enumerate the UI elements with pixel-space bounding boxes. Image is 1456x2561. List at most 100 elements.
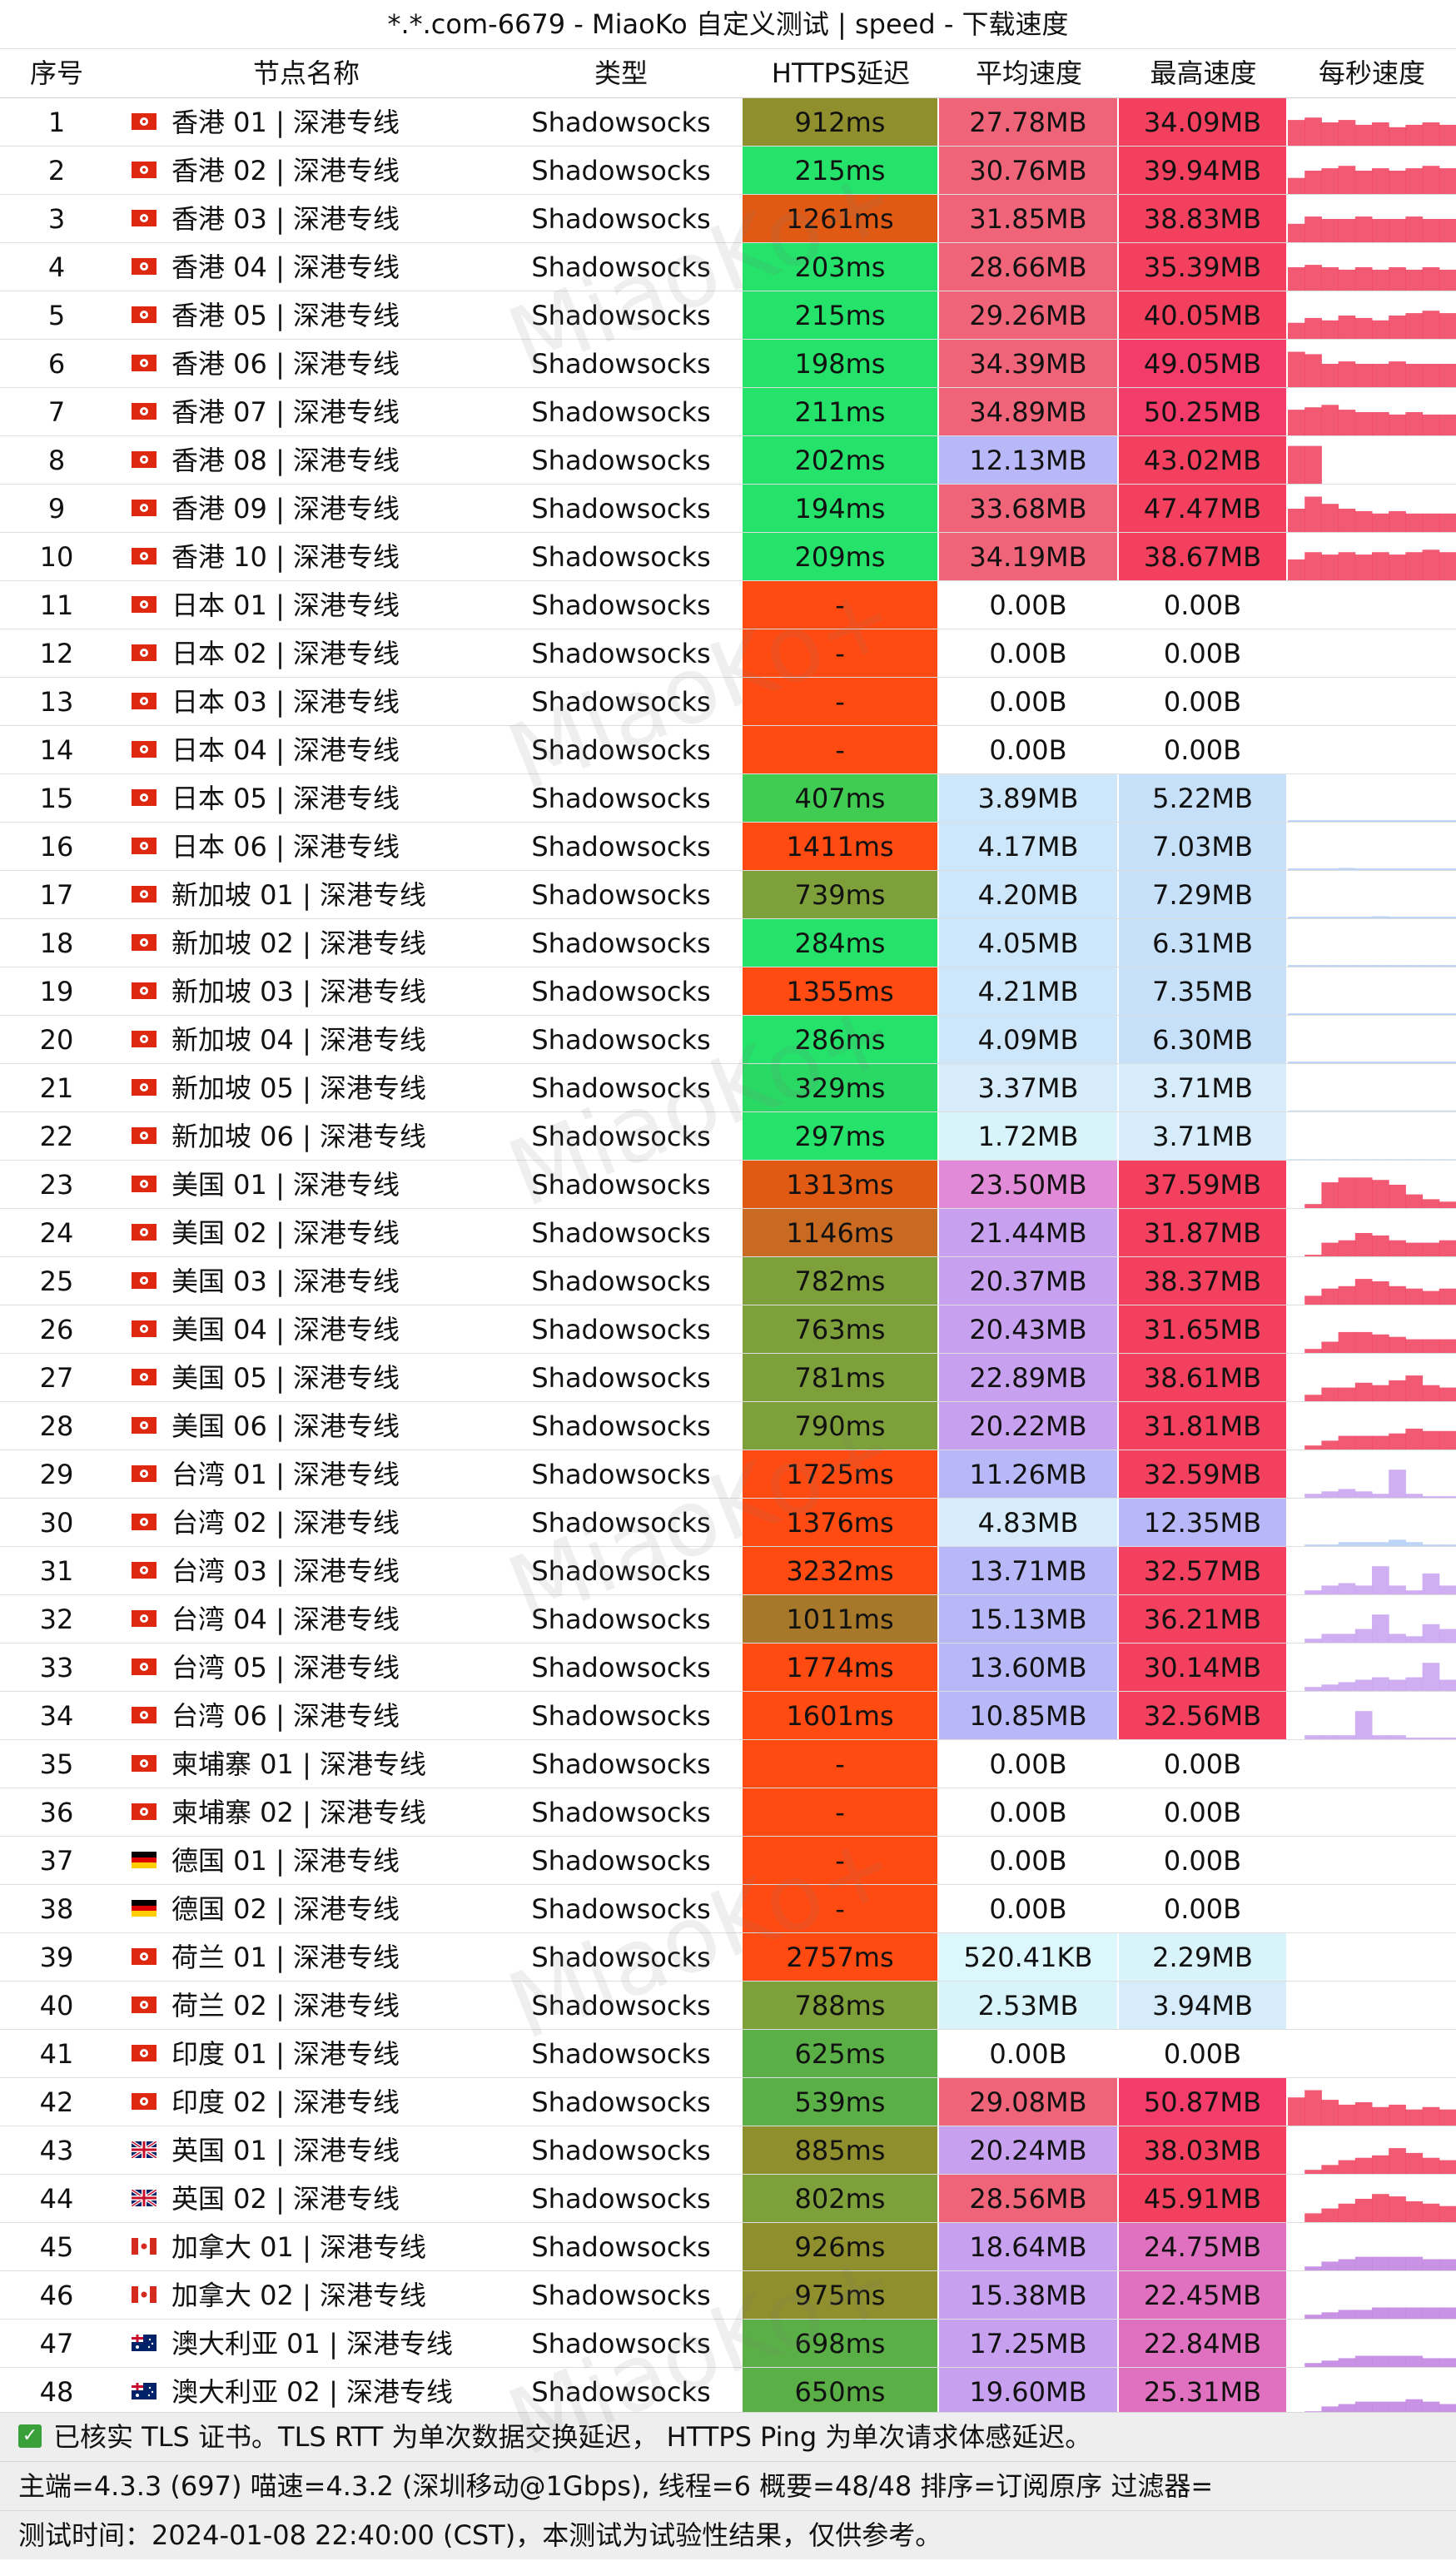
- node-type: Shadowsocks: [531, 348, 711, 380]
- table-row[interactable]: 4 香港 04 | 深港专线 Shadowsocks 203ms 28.66MB 35.3…: [0, 243, 1456, 291]
- table-row[interactable]: 2 香港 02 | 深港专线 Shadowsocks 215ms 30.76MB 39.9…: [0, 147, 1456, 195]
- max-speed: 49.05MB: [1119, 340, 1288, 387]
- speed-bar: [1422, 311, 1440, 339]
- speed-bar: [1372, 1677, 1389, 1691]
- table-row[interactable]: 34 台湾 06 | 深港专线 Shadowsocks 1601ms 10.85MB 32…: [0, 1692, 1456, 1740]
- per-second-speed-chart: [1288, 678, 1456, 725]
- speed-bar: [1389, 1585, 1406, 1594]
- https-latency: 203ms: [743, 243, 939, 291]
- table-row[interactable]: 1 香港 01 | 深港专线 Shadowsocks 912ms 27.78MB 34.0…: [0, 98, 1456, 147]
- speed-bar: [1354, 1629, 1373, 1643]
- speed-bar: [1321, 1735, 1339, 1739]
- column-header-type[interactable]: 类型: [594, 57, 648, 89]
- table-row[interactable]: 12 日本 02 | 深港专线 Shadowsocks -0.00B 0.00B: [0, 629, 1456, 678]
- node-name: 台湾 02 | 深港专线: [171, 1507, 400, 1539]
- speed-bar: [1439, 414, 1456, 435]
- table-row[interactable]: 30 台湾 02 | 深港专线 Shadowsocks 1376ms 4.83MB 12.…: [0, 1499, 1456, 1547]
- table-row[interactable]: 28 美国 06 | 深港专线 Shadowsocks 790ms 20.22MB 31.…: [0, 1402, 1456, 1450]
- report-footer: ✓ 已核实 TLS 证书。TLS RTT 为单次数据交换延迟， HTTPS Pin…: [0, 2412, 1456, 2559]
- avg-speed: 28.66MB: [939, 243, 1119, 291]
- table-row[interactable]: 32 台湾 04 | 深港专线 Shadowsocks 1011ms 15.13MB 36…: [0, 1595, 1456, 1644]
- speed-bar: [1338, 1542, 1356, 1546]
- flag-icon: [132, 2045, 157, 2061]
- column-header-node-name[interactable]: 节点名称: [252, 57, 360, 89]
- table-row[interactable]: 26 美国 04 | 深港专线 Shadowsocks 763ms 20.43MB 31.…: [0, 1305, 1456, 1354]
- node-name-cell: 日本 02 | 深港专线: [113, 629, 499, 677]
- table-row[interactable]: 40 荷兰 02 | 深港专线 Shadowsocks 788ms 2.53MB 3.94…: [0, 1982, 1456, 2030]
- max-speed: 2.29MB: [1119, 1933, 1288, 1981]
- table-row[interactable]: 21 新加坡 05 | 深港专线 Shadowsocks 329ms 3.37MB 3.7…: [0, 1064, 1456, 1112]
- table-row[interactable]: 10 香港 10 | 深港专线 Shadowsocks 209ms 34.19MB 38.…: [0, 533, 1456, 581]
- table-row[interactable]: 22 新加坡 06 | 深港专线 Shadowsocks 297ms 1.72MB 3.7…: [0, 1112, 1456, 1161]
- table-row[interactable]: 14 日本 04 | 深港专线 Shadowsocks -0.00B 0.00B: [0, 726, 1456, 774]
- table-row[interactable]: 16 日本 06 | 深港专线 Shadowsocks 1411ms 4.17MB 7.0…: [0, 823, 1456, 871]
- table-row[interactable]: 43 英国 01 | 深港专线 Shadowsocks 885ms 20.24MB 38.…: [0, 2126, 1456, 2175]
- table-row[interactable]: 23 美国 01 | 深港专线 Shadowsocks 1313ms 23.50MB 37…: [0, 1161, 1456, 1209]
- column-header-avg-speed[interactable]: 平均速度: [975, 57, 1082, 89]
- table-row[interactable]: 41 印度 01 | 深港专线 Shadowsocks 625ms 0.00B 0.00B: [0, 2030, 1456, 2078]
- row-index: 19: [39, 976, 74, 1007]
- max-speed: 7.35MB: [1119, 967, 1288, 1015]
- table-row[interactable]: 42 印度 02 | 深港专线 Shadowsocks 539ms 29.08MB 50.…: [0, 2078, 1456, 2126]
- speed-bar: [1338, 1331, 1356, 1353]
- table-row[interactable]: 20 新加坡 04 | 深港专线 Shadowsocks 286ms 4.09MB 6.3…: [0, 1016, 1456, 1064]
- avg-speed: 31.85MB: [939, 195, 1119, 242]
- table-row[interactable]: 5 香港 05 | 深港专线 Shadowsocks 215ms 29.26MB 40.0…: [0, 291, 1456, 340]
- table-row[interactable]: 37 德国 01 | 深港专线 Shadowsocks -0.00B 0.00B: [0, 1837, 1456, 1885]
- node-name: 日本 06 | 深港专线: [171, 831, 400, 863]
- table-row[interactable]: 47 澳大利亚 01 | 深港专线 Shadowsocks 698ms 17.25MB 2…: [0, 2320, 1456, 2368]
- avg-speed: 0.00B: [939, 581, 1119, 629]
- per-second-speed-chart: [1288, 581, 1456, 629]
- table-row[interactable]: 33 台湾 05 | 深港专线 Shadowsocks 1774ms 13.60MB 30…: [0, 1644, 1456, 1692]
- column-header-https-latency[interactable]: HTTPS延迟: [771, 57, 911, 89]
- table-row[interactable]: 8 香港 08 | 深港专线 Shadowsocks 202ms 12.13MB 43.0…: [0, 436, 1456, 485]
- table-row[interactable]: 18 新加坡 02 | 深港专线 Shadowsocks 284ms 4.05MB 6.3…: [0, 919, 1456, 967]
- table-row[interactable]: 7 香港 07 | 深港专线 Shadowsocks 211ms 34.89MB 50.2…: [0, 388, 1456, 436]
- table-row[interactable]: 25 美国 03 | 深港专线 Shadowsocks 782ms 20.37MB 38.…: [0, 1257, 1456, 1305]
- table-row[interactable]: 29 台湾 01 | 深港专线 Shadowsocks 1725ms 11.26MB 32…: [0, 1450, 1456, 1499]
- table-row[interactable]: 24 美国 02 | 深港专线 Shadowsocks 1146ms 21.44MB 31…: [0, 1209, 1456, 1257]
- table-row[interactable]: 6 香港 06 | 深港专线 Shadowsocks 198ms 34.39MB 49.0…: [0, 340, 1456, 388]
- speed-bar: [1304, 407, 1322, 435]
- flag-icon: [132, 403, 157, 420]
- speed-bar: [1422, 1624, 1440, 1643]
- table-row[interactable]: 13 日本 03 | 深港专线 Shadowsocks -0.00B 0.00B: [0, 678, 1456, 726]
- table-row[interactable]: 35 柬埔寨 01 | 深港专线 Shadowsocks -0.00B 0.00B: [0, 1740, 1456, 1788]
- speed-bar: [1338, 410, 1356, 435]
- speed-bar: [1439, 124, 1456, 146]
- speed-bar: [1422, 1290, 1440, 1305]
- node-type: Shadowsocks: [531, 251, 711, 283]
- speed-bar: [1405, 820, 1424, 822]
- table-row[interactable]: 46 加拿大 02 | 深港专线 Shadowsocks 975ms 15.38MB 22…: [0, 2271, 1456, 2320]
- table-row[interactable]: 3 香港 03 | 深港专线 Shadowsocks 1261ms 31.85MB 38.…: [0, 195, 1456, 243]
- table-row[interactable]: 19 新加坡 03 | 深港专线 Shadowsocks 1355ms 4.21MB 7.…: [0, 967, 1456, 1016]
- column-header-max-speed[interactable]: 最高速度: [1150, 57, 1257, 89]
- speed-bar: [1405, 216, 1424, 242]
- table-row[interactable]: 38 德国 02 | 深港专线 Shadowsocks -0.00B 0.00B: [0, 1885, 1456, 1933]
- table-row[interactable]: 9 香港 09 | 深港专线 Shadowsocks 194ms 33.68MB 47.4…: [0, 485, 1456, 533]
- https-latency: 926ms: [743, 2223, 939, 2270]
- table-row[interactable]: 45 加拿大 01 | 深港专线 Shadowsocks 926ms 18.64MB 24…: [0, 2223, 1456, 2271]
- per-second-speed-chart: [1288, 1402, 1456, 1450]
- max-speed: 0.00B: [1119, 678, 1288, 725]
- node-name: 荷兰 02 | 深港专线: [171, 1990, 400, 2021]
- speed-bar: [1288, 559, 1305, 580]
- table-row[interactable]: 36 柬埔寨 02 | 深港专线 Shadowsocks -0.00B 0.00B: [0, 1788, 1456, 1837]
- column-header-per-second-speed[interactable]: 每秒速度: [1318, 57, 1425, 89]
- table-row[interactable]: 39 荷兰 01 | 深港专线 Shadowsocks 2757ms 520.41KB 2…: [0, 1933, 1456, 1982]
- table-row[interactable]: 11 日本 01 | 深港专线 Shadowsocks -0.00B 0.00B: [0, 581, 1456, 629]
- flag-icon: [132, 1658, 157, 1675]
- speed-bar: [1422, 965, 1440, 967]
- table-row[interactable]: 48 澳大利亚 02 | 深港专线 Shadowsocks 650ms 19.60MB 2…: [0, 2368, 1456, 2416]
- table-row[interactable]: 31 台湾 03 | 深港专线 Shadowsocks 3232ms 13.71MB 32…: [0, 1547, 1456, 1595]
- speed-bar: [1321, 1634, 1339, 1643]
- table-row[interactable]: 17 新加坡 01 | 深港专线 Shadowsocks 739ms 4.20MB 7.2…: [0, 871, 1456, 919]
- column-header-index[interactable]: 序号: [29, 57, 83, 89]
- table-row[interactable]: 15 日本 05 | 深港专线 Shadowsocks 407ms 3.89MB 5.22…: [0, 774, 1456, 823]
- avg-speed: 0.00B: [939, 726, 1119, 773]
- table-row[interactable]: 27 美国 05 | 深港专线 Shadowsocks 781ms 22.89MB 38.…: [0, 1354, 1456, 1402]
- per-second-speed-chart: [1288, 2126, 1456, 2174]
- table-row[interactable]: 44 英国 02 | 深港专线 Shadowsocks 802ms 28.56MB 45.…: [0, 2175, 1456, 2223]
- speed-bar: [1321, 2360, 1339, 2367]
- avg-speed: 15.38MB: [939, 2271, 1119, 2319]
